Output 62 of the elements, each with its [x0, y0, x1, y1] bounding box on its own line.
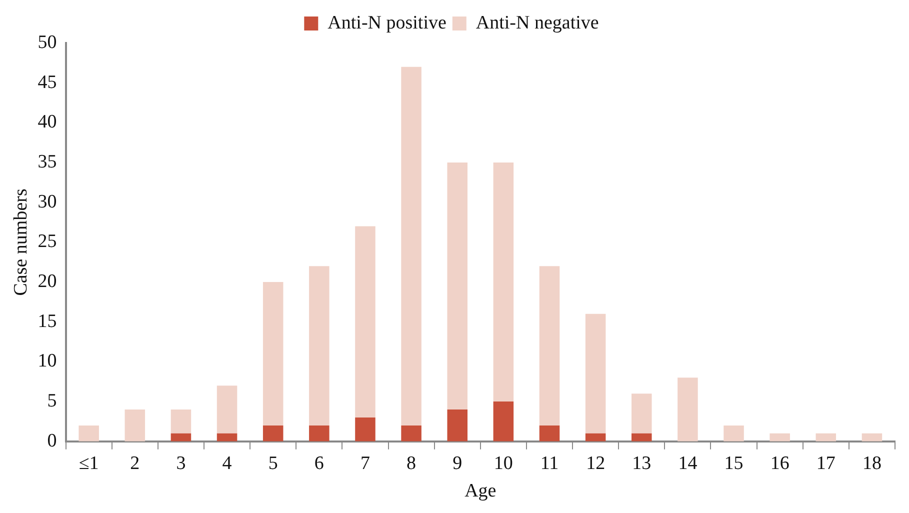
x-tick-label: 5 — [268, 452, 278, 474]
y-tick-label: 20 — [38, 271, 57, 292]
y-tick-label: 35 — [38, 152, 57, 173]
bar — [309, 425, 330, 442]
y-tick-label: 45 — [38, 72, 57, 93]
bar — [124, 410, 146, 442]
bar — [862, 433, 882, 442]
bar — [78, 425, 99, 442]
bar — [493, 162, 514, 402]
y-axis-title: Case numbers — [10, 188, 32, 296]
bar — [355, 226, 376, 418]
bar — [216, 433, 238, 442]
y-tick-label: 40 — [38, 112, 57, 133]
x-tick-label: 18 — [862, 452, 882, 474]
bar — [632, 433, 652, 442]
x-tick-label: 3 — [176, 452, 186, 474]
x-tick-label: 14 — [678, 452, 698, 474]
y-tick-label: 15 — [38, 310, 57, 332]
x-axis-title: Age — [464, 480, 496, 502]
bar — [632, 394, 652, 434]
y-tick-label: 25 — [38, 231, 57, 252]
bar — [493, 402, 514, 442]
bar — [585, 314, 606, 434]
y-tick-label: 10 — [38, 350, 57, 372]
x-tick-label: 8 — [406, 452, 416, 474]
bar — [401, 425, 422, 442]
x-tick-label: 15 — [724, 452, 744, 474]
bar — [447, 162, 468, 410]
x-tick-label: 7 — [360, 452, 370, 474]
x-tick-label: ≤1 — [78, 452, 99, 474]
legend-label: Anti-N negative — [476, 12, 599, 34]
x-tick-label: 9 — [452, 452, 462, 474]
bar — [585, 433, 606, 442]
bar — [770, 433, 790, 442]
bar — [262, 425, 284, 442]
y-tick-label: 5 — [47, 390, 57, 412]
x-tick-label: 13 — [632, 452, 652, 474]
x-tick-label: 10 — [494, 452, 513, 474]
x-tick-label: 12 — [586, 452, 606, 474]
x-tick-label: 6 — [314, 452, 324, 474]
bar — [170, 433, 192, 442]
bar — [309, 266, 330, 426]
bar — [678, 378, 698, 442]
bar — [401, 66, 422, 426]
bar — [539, 425, 560, 442]
x-tick-label: 11 — [540, 452, 559, 474]
bar — [216, 386, 238, 434]
bar — [355, 417, 376, 442]
bar — [816, 433, 836, 442]
bar — [170, 410, 192, 434]
y-tick-label: 30 — [38, 191, 57, 212]
y-tick-label: 0 — [47, 430, 57, 452]
bar — [724, 425, 744, 442]
y-tick-label: 50 — [38, 32, 57, 53]
legend-label: Anti-N positive — [328, 12, 446, 34]
x-tick-label: 4 — [222, 452, 232, 474]
bar — [262, 282, 284, 426]
x-tick-label: 2 — [130, 452, 140, 474]
bar — [447, 410, 468, 442]
x-tick-label: 16 — [770, 452, 790, 474]
bar — [539, 266, 560, 426]
x-tick-label: 17 — [816, 452, 836, 474]
